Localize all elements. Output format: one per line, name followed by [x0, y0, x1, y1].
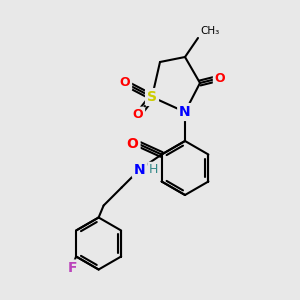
- Text: F: F: [68, 262, 77, 275]
- Text: O: O: [215, 71, 225, 85]
- Text: CH₃: CH₃: [200, 26, 219, 36]
- Text: S: S: [147, 90, 157, 104]
- Text: O: O: [133, 109, 143, 122]
- Text: O: O: [127, 137, 139, 152]
- Text: N: N: [134, 163, 146, 176]
- Text: N: N: [179, 105, 191, 119]
- Text: O: O: [120, 76, 130, 89]
- Text: H: H: [148, 163, 158, 176]
